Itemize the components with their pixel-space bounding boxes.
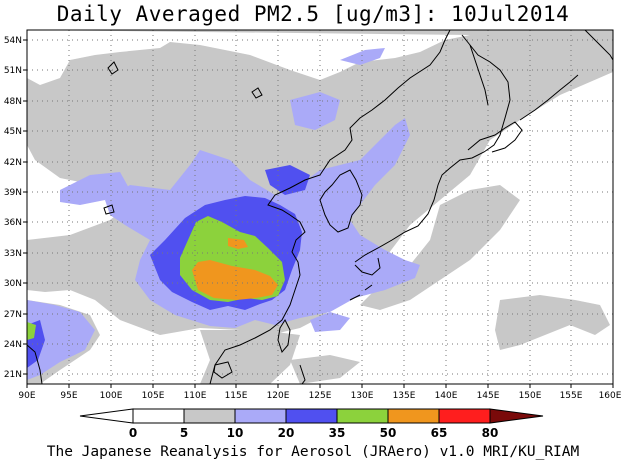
colorbar-box — [183, 408, 236, 424]
lat-tick-label: 27N — [4, 310, 22, 320]
taiwan — [277, 318, 291, 353]
colorbar-label: 0 — [129, 426, 137, 440]
lon-tick-label: 150E — [519, 391, 542, 401]
axis-ticks — [23, 39, 614, 388]
lat-tick-label: 54N — [4, 36, 22, 46]
west-pocket — [60, 172, 130, 205]
korea-coast — [319, 169, 363, 233]
lake-khanka — [251, 87, 263, 99]
colorbar-label: 20 — [278, 426, 295, 440]
lat-tick-label: 39N — [4, 188, 22, 198]
lat-tick-label: 45N — [4, 127, 22, 137]
colorbar: 0 5 10 20 35 50 65 80 — [79, 408, 544, 440]
north-blue — [340, 48, 385, 65]
colorbar-box — [438, 408, 491, 424]
colorbar-under-arrow — [79, 408, 134, 424]
hokkaido — [467, 121, 523, 153]
qinghai — [103, 204, 115, 215]
central-orange — [192, 260, 278, 300]
lon-tick-label: 120E — [267, 391, 290, 401]
footer-credit: The Japanese Reanalysis for Aerosol (JRA… — [46, 444, 580, 460]
map-title: Daily Averaged PM2.5 [ug/m3]: 10Jul2014 — [56, 2, 570, 26]
lat-tick-label: 51N — [4, 66, 22, 76]
lat-tick-labels: 21N 24N 27N 30N 33N 36N 39N 42N 45N 48N … — [4, 36, 22, 380]
lat-tick-label: 30N — [4, 279, 22, 289]
sea-of-okhotsk-coast — [584, 30, 613, 61]
colorbar-label: 50 — [380, 426, 397, 440]
south-china-sea — [200, 330, 300, 384]
japan-south — [354, 257, 381, 276]
lon-tick-label: 90E — [18, 391, 35, 401]
lon-tick-label: 135E — [393, 391, 416, 401]
sakhalin — [469, 44, 489, 106]
colorbar-label: 35 — [329, 426, 346, 440]
asia-coast — [27, 30, 451, 384]
colorbar-box — [132, 408, 185, 424]
level-50-65-regions — [192, 238, 278, 300]
colorbar-box — [234, 408, 287, 424]
lon-tick-labels: 90E 95E 100E 105E 110E 115E 120E 125E 13… — [18, 391, 621, 401]
lon-tick-label: 110E — [184, 391, 207, 401]
far-south-patch — [290, 355, 360, 384]
japan-main — [354, 34, 511, 263]
lon-tick-label: 100E — [100, 391, 123, 401]
northwest-patch — [27, 90, 75, 110]
hainan — [213, 361, 233, 379]
lat-tick-label: 24N — [4, 340, 22, 350]
kurils — [519, 74, 579, 121]
lat-tick-label: 48N — [4, 97, 22, 107]
lat-tick-label: 33N — [4, 249, 22, 259]
lon-tick-label: 105E — [142, 391, 165, 401]
colorbar-label: 80 — [482, 426, 499, 440]
colorbar-labels: 0 5 10 20 35 50 65 80 — [129, 426, 499, 440]
lon-tick-label: 155E — [560, 391, 583, 401]
lakes — [103, 61, 263, 215]
lat-tick-label: 42N — [4, 158, 22, 168]
bohai-blue — [265, 165, 310, 195]
southwest-blue — [27, 300, 95, 380]
ryukyu — [349, 284, 373, 301]
lon-tick-label: 160E — [599, 391, 622, 401]
concentration-fields — [27, 30, 613, 384]
coastlines — [27, 30, 613, 384]
colorbar-boxes — [132, 408, 491, 424]
sw-green — [27, 322, 36, 340]
north-orange-spot — [228, 238, 248, 249]
lon-tick-label: 145E — [477, 391, 500, 401]
lon-tick-label: 140E — [435, 391, 458, 401]
lon-tick-label: 130E — [351, 391, 374, 401]
philippines-north — [299, 364, 306, 384]
sea-south — [310, 312, 350, 332]
pacific-east-patch — [495, 295, 610, 350]
lat-tick-label: 21N — [4, 370, 22, 380]
lon-tick-label: 95E — [60, 391, 77, 401]
lon-tick-label: 115E — [225, 391, 248, 401]
colorbar-box — [285, 408, 338, 424]
colorbar-label: 65 — [431, 426, 448, 440]
colorbar-label: 10 — [227, 426, 244, 440]
grid-lines — [27, 30, 613, 384]
colorbar-box — [387, 408, 440, 424]
lon-tick-label: 125E — [309, 391, 332, 401]
colorbar-box — [336, 408, 389, 424]
colorbar-over-arrow — [489, 408, 544, 424]
colorbar-label: 5 — [180, 426, 188, 440]
lat-tick-label: 36N — [4, 218, 22, 228]
baikal — [107, 61, 119, 75]
